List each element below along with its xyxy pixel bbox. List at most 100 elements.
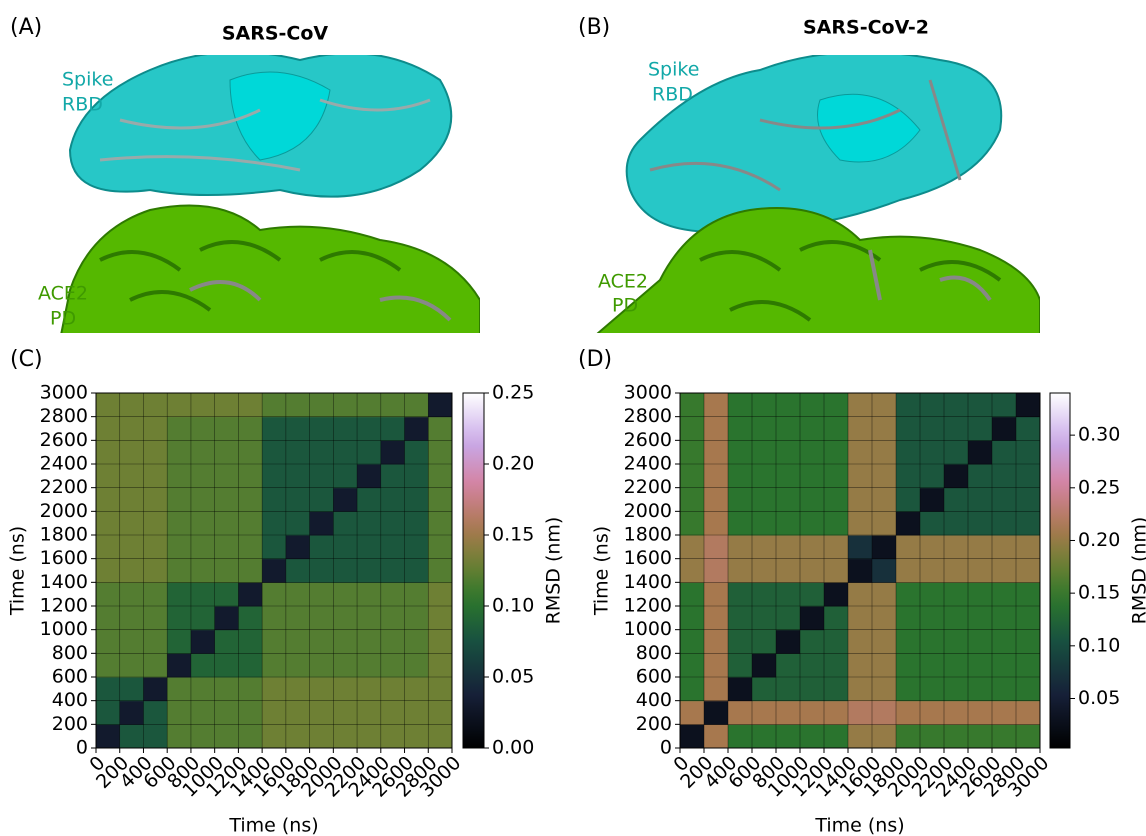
y-tick-label: 1000 bbox=[624, 618, 672, 640]
heatmap-cell bbox=[776, 700, 801, 725]
heatmap-cell bbox=[944, 558, 969, 583]
heatmap-cell bbox=[848, 487, 873, 512]
heatmap-cell bbox=[167, 724, 192, 749]
ace2-label: PD bbox=[50, 308, 76, 330]
heatmap-cell bbox=[309, 393, 334, 418]
heatmap-cell bbox=[262, 606, 287, 631]
heatmap-cell bbox=[872, 558, 897, 583]
y-tick-label: 1800 bbox=[40, 524, 88, 546]
heatmap-cell bbox=[728, 700, 753, 725]
heatmap-cell bbox=[119, 629, 144, 654]
heatmap-cell bbox=[214, 535, 239, 560]
heatmap-cell bbox=[680, 487, 705, 512]
heatmap-cell bbox=[752, 487, 777, 512]
heatmap-cell bbox=[992, 535, 1017, 560]
heatmap-cell bbox=[190, 511, 216, 536]
heatmap-cell bbox=[380, 724, 406, 749]
heatmap-cell bbox=[238, 582, 263, 607]
heatmap-cell bbox=[190, 440, 216, 465]
heatmap-cell bbox=[776, 653, 801, 678]
y-tick-label: 800 bbox=[52, 642, 88, 664]
heatmap-cell bbox=[920, 558, 945, 583]
y-tick-label: 2800 bbox=[40, 405, 88, 427]
heatmap-cell bbox=[776, 677, 801, 702]
heatmap-cell bbox=[404, 677, 429, 702]
heatmap-cell bbox=[848, 653, 873, 678]
heatmap-cell bbox=[848, 582, 873, 607]
heatmap-cell bbox=[704, 677, 729, 702]
heatmap-cell bbox=[119, 487, 144, 512]
heatmap-cell bbox=[728, 582, 753, 607]
heatmap-cell bbox=[944, 487, 969, 512]
heatmap-cell bbox=[920, 440, 945, 465]
heatmap-cell bbox=[776, 582, 801, 607]
heatmap-cell bbox=[800, 535, 825, 560]
heatmap-cell bbox=[333, 606, 358, 631]
heatmap-cell bbox=[776, 558, 801, 583]
y-tick-label: 400 bbox=[636, 689, 672, 711]
heatmap-cell bbox=[404, 464, 429, 489]
heatmap-cell bbox=[1016, 511, 1041, 536]
heatmap-cell bbox=[309, 416, 334, 441]
y-tick-label: 2000 bbox=[40, 500, 88, 522]
heatmap-cell bbox=[119, 416, 144, 441]
heatmap-cell bbox=[800, 487, 825, 512]
heatmap-cell bbox=[944, 464, 969, 489]
heatmap-cell bbox=[143, 416, 168, 441]
heatmap-cell bbox=[800, 700, 825, 725]
heatmap-cell bbox=[190, 393, 216, 418]
heatmap-cell bbox=[704, 393, 729, 418]
y-axis-label: Time (ns) bbox=[591, 526, 613, 616]
heatmap-cell bbox=[380, 582, 406, 607]
heatmap-cell bbox=[380, 558, 406, 583]
heatmap-cell bbox=[728, 606, 753, 631]
heatmap-cell bbox=[333, 700, 358, 725]
heatmap-cell bbox=[776, 487, 801, 512]
heatmap-cell bbox=[848, 629, 873, 654]
heatmap-cell bbox=[1016, 629, 1041, 654]
heatmap-cell bbox=[143, 700, 168, 725]
y-tick-label: 2600 bbox=[40, 429, 88, 451]
heatmap-cell bbox=[992, 653, 1017, 678]
heatmap-cell bbox=[704, 535, 729, 560]
heatmap-cell bbox=[680, 416, 705, 441]
heatmap-cell bbox=[896, 629, 921, 654]
heatmap-cell bbox=[776, 464, 801, 489]
heatmap-cell bbox=[992, 511, 1017, 536]
heatmap-cell bbox=[428, 416, 453, 441]
heatmap-cell bbox=[96, 464, 121, 489]
heatmap-cell bbox=[920, 606, 945, 631]
heatmap-cell bbox=[776, 535, 801, 560]
heatmap-cell bbox=[357, 535, 382, 560]
heatmap-cell bbox=[752, 606, 777, 631]
x-axis-label: Time (ns) bbox=[228, 815, 318, 836]
heatmap-cell bbox=[238, 511, 263, 536]
heatmap-cell bbox=[357, 629, 382, 654]
colorbar-label: RMSD (nm) bbox=[1129, 517, 1146, 625]
heatmap-cell bbox=[214, 416, 239, 441]
colorbar-tick-label: 0.10 bbox=[492, 595, 534, 617]
plot-frame bbox=[95, 392, 453, 749]
heatmap-cell bbox=[1016, 653, 1041, 678]
y-tick-label: 1400 bbox=[624, 571, 672, 593]
heatmap-cell bbox=[944, 582, 969, 607]
heatmap-cell bbox=[428, 700, 453, 725]
heatmap-cell bbox=[704, 629, 729, 654]
heatmap-cell bbox=[167, 700, 192, 725]
y-tick-label: 0 bbox=[76, 737, 88, 759]
heatmap-cell bbox=[190, 535, 216, 560]
heatmap-cell bbox=[752, 582, 777, 607]
heatmap-cell bbox=[285, 535, 311, 560]
heatmap-cell bbox=[992, 416, 1017, 441]
panel-label: (D) bbox=[578, 347, 612, 372]
heatmap-cell bbox=[119, 724, 144, 749]
heatmap-cell bbox=[357, 700, 382, 725]
heatmap-cell bbox=[680, 724, 705, 749]
heatmap-cell bbox=[262, 487, 287, 512]
heatmap-cell bbox=[1016, 464, 1041, 489]
y-tick-label: 400 bbox=[52, 689, 88, 711]
heatmap-cell bbox=[776, 629, 801, 654]
y-tick-label: 1400 bbox=[40, 571, 88, 593]
heatmap-cell bbox=[404, 558, 429, 583]
rbd-label: Spike bbox=[648, 59, 699, 81]
